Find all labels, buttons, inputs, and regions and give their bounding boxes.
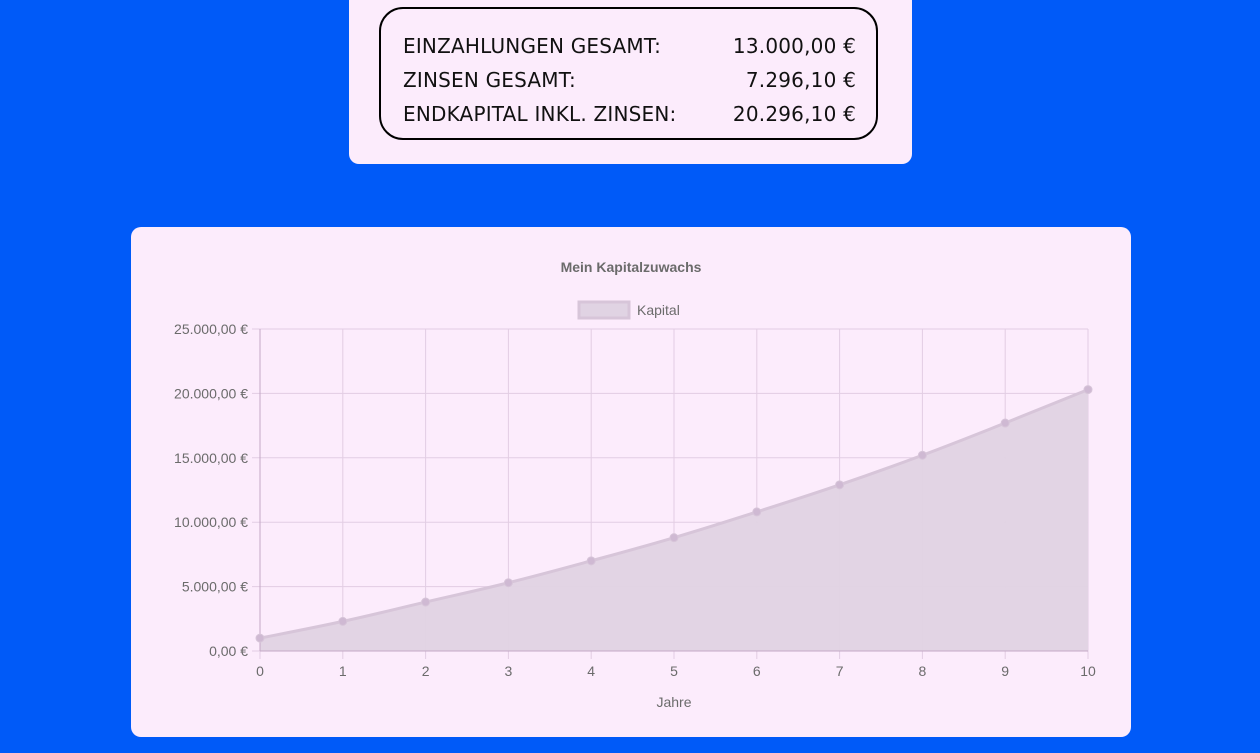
x-tick-label: 6 — [753, 663, 761, 679]
x-tick-label: 5 — [670, 663, 678, 679]
legend-swatch[interactable] — [577, 300, 631, 320]
data-point — [255, 633, 265, 643]
summary-label: ZINSEN GESAMT: — [403, 68, 576, 92]
x-tick-label: 2 — [422, 663, 430, 679]
y-tick-label: 15.000,00 € — [174, 450, 248, 466]
y-tick-label: 10.000,00 € — [174, 514, 248, 530]
summary-value: 20.296,10 € — [732, 102, 856, 126]
x-tick-label: 8 — [919, 663, 927, 679]
summary-row-deposits: EINZAHLUNGEN GESAMT: 13.000,00 € — [403, 29, 856, 63]
data-point — [917, 450, 927, 460]
summary-card: EINZAHLUNGEN GESAMT: 13.000,00 € ZINSEN … — [349, 0, 912, 164]
chart-title: Mein Kapitalzuwachs — [561, 259, 702, 275]
x-tick-label: 9 — [1001, 663, 1009, 679]
summary-label: EINZAHLUNGEN GESAMT: — [403, 34, 662, 58]
chart-axes: 0,00 €5.000,00 €10.000,00 €15.000,00 €20… — [174, 321, 1096, 679]
x-tick-label: 0 — [256, 663, 264, 679]
data-point — [1000, 418, 1010, 428]
summary-value: 13.000,00 € — [732, 34, 856, 58]
series-area-kapital — [260, 389, 1088, 651]
summary-label: ENDKAPITAL INKL. ZINSEN: — [403, 102, 677, 126]
x-tick-label: 3 — [505, 663, 513, 679]
summary-row-end-capital: ENDKAPITAL INKL. ZINSEN: 20.296,10 € — [403, 97, 856, 131]
data-point — [421, 597, 431, 607]
capital-chart: Mein Kapitalzuwachs Kapital 0,00 € 5.000,… — [174, 259, 1096, 710]
summary-row-interest: ZINSEN GESAMT: 7.296,10 € — [403, 63, 856, 97]
chart-card: Mein Kapitalzuwachs Kapital 0,00 € 5.000,… — [131, 227, 1131, 737]
data-point — [586, 556, 596, 566]
x-tick-label: 7 — [836, 663, 844, 679]
y-tick-label: 0,00 € — [209, 643, 248, 659]
data-point — [503, 578, 513, 588]
summary-value: 7.296,10 € — [745, 68, 856, 92]
data-point — [669, 533, 679, 543]
x-tick-label: 1 — [339, 663, 347, 679]
data-point — [338, 616, 348, 626]
chart-points — [255, 385, 1093, 643]
y-tick-label: 20.000,00 € — [174, 385, 248, 401]
legend-label[interactable]: Kapital — [637, 302, 680, 318]
data-point — [1083, 385, 1093, 395]
y-tick-label: 25.000,00 € — [174, 321, 248, 337]
x-tick-label: 4 — [587, 663, 595, 679]
y-tick-label: 5.000,00 € — [182, 579, 248, 595]
chart-legend[interactable]: Kapital — [577, 300, 680, 320]
data-point — [835, 480, 845, 490]
x-tick-label: 10 — [1080, 663, 1096, 679]
data-point — [752, 507, 762, 517]
summary-box: EINZAHLUNGEN GESAMT: 13.000,00 € ZINSEN … — [379, 7, 878, 140]
x-axis-title: Jahre — [656, 694, 691, 710]
